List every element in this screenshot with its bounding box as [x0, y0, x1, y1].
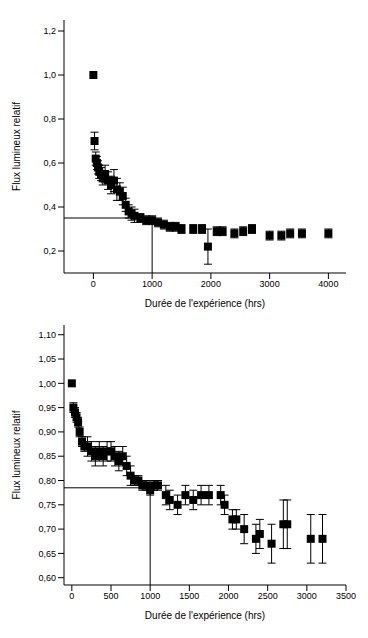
svg-text:Flux lumineux relatif: Flux lumineux relatif	[11, 102, 22, 191]
svg-text:3500: 3500	[336, 591, 356, 601]
svg-text:1,00: 1,00	[38, 379, 56, 389]
svg-text:3000: 3000	[260, 279, 280, 289]
svg-text:0: 0	[91, 279, 96, 289]
svg-text:0,75: 0,75	[38, 500, 56, 510]
svg-text:0,4: 0,4	[43, 202, 56, 212]
svg-text:3000: 3000	[297, 591, 317, 601]
svg-text:1500: 1500	[179, 591, 199, 601]
svg-text:1,05: 1,05	[38, 354, 56, 364]
svg-text:Flux lumineux relatif: Flux lumineux relatif	[11, 410, 22, 499]
svg-text:500: 500	[103, 591, 118, 601]
svg-text:4000: 4000	[318, 279, 338, 289]
svg-text:1000: 1000	[140, 591, 160, 601]
svg-text:0,80: 0,80	[38, 476, 56, 486]
svg-text:0,85: 0,85	[38, 451, 56, 461]
svg-text:1,10: 1,10	[38, 330, 56, 340]
svg-text:2000: 2000	[218, 591, 238, 601]
svg-text:0,2: 0,2	[43, 246, 56, 256]
svg-text:1,2: 1,2	[43, 26, 56, 36]
svg-text:1000: 1000	[142, 279, 162, 289]
svg-text:Durée de l'expérience (hrs): Durée de l'expérience (hrs)	[145, 298, 265, 309]
svg-text:0,65: 0,65	[38, 549, 56, 559]
svg-text:Durée de l'expérience (hrs): Durée de l'expérience (hrs)	[145, 610, 265, 621]
svg-text:0,95: 0,95	[38, 403, 56, 413]
svg-text:0: 0	[69, 591, 74, 601]
svg-text:0,6: 0,6	[43, 158, 56, 168]
svg-text:0,60: 0,60	[38, 573, 56, 583]
svg-text:2500: 2500	[258, 591, 278, 601]
svg-text:0,90: 0,90	[38, 427, 56, 437]
svg-text:2000: 2000	[201, 279, 221, 289]
svg-text:0,8: 0,8	[43, 114, 56, 124]
svg-text:0,70: 0,70	[38, 524, 56, 534]
svg-text:1,0: 1,0	[43, 70, 56, 80]
